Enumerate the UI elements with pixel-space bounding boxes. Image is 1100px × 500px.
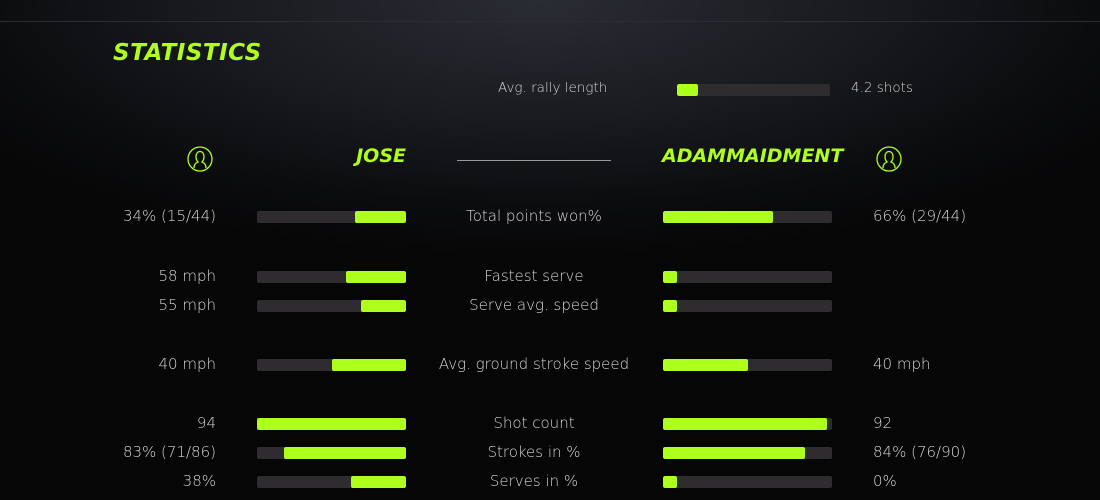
stat-name: Fastest serve: [484, 267, 584, 285]
left-bar-fill: [283, 447, 406, 459]
left-value: 40 mph: [158, 355, 217, 373]
right-value: 92: [873, 414, 893, 432]
left-bar: [257, 211, 406, 223]
right-bar-fill: [663, 476, 677, 488]
left-value: 83% (71/86): [122, 443, 216, 461]
user-circle-icon: [187, 146, 213, 172]
right-bar-fill: [663, 300, 677, 312]
left-bar-fill: [331, 359, 406, 371]
right-bar: [663, 211, 832, 223]
left-bar: [257, 359, 406, 371]
right-bar: [663, 447, 832, 459]
right-bar: [663, 300, 832, 312]
user-circle-icon: [876, 146, 902, 172]
left-bar: [257, 476, 406, 488]
left-value: 55 mph: [158, 296, 217, 314]
stat-name: Strokes in %: [487, 443, 581, 461]
left-value: 34% (15/44): [122, 207, 216, 225]
left-player-name: JOSE: [356, 145, 406, 167]
stat-name: Serve avg. speed: [469, 296, 599, 314]
right-bar: [663, 418, 832, 430]
top-divider: [0, 21, 1100, 22]
right-player-name: ADAMMAIDMENT: [662, 145, 844, 167]
page-title: STATISTICS: [113, 40, 262, 66]
left-bar: [257, 447, 406, 459]
left-bar: [257, 300, 406, 312]
left-bar: [257, 271, 406, 283]
header-divider: [457, 160, 611, 161]
left-bar-fill: [346, 271, 406, 283]
left-bar-fill: [257, 418, 406, 430]
rally-length-label: Avg. rally length: [498, 80, 608, 96]
left-value: 38%: [182, 472, 216, 490]
stat-name: Total points won%: [466, 207, 602, 225]
left-value: 58 mph: [158, 267, 217, 285]
right-bar-fill: [663, 418, 827, 430]
right-bar-fill: [663, 271, 677, 283]
right-value: 40 mph: [873, 355, 931, 373]
right-bar: [663, 359, 832, 371]
left-bar: [257, 418, 406, 430]
right-bar-fill: [663, 447, 805, 459]
left-bar-fill: [350, 476, 406, 488]
right-bar: [663, 476, 832, 488]
right-bar: [663, 271, 832, 283]
right-bar-fill: [663, 359, 748, 371]
stat-name: Serves in %: [489, 472, 579, 490]
right-value: 84% (76/90): [873, 443, 967, 461]
rally-length-value: 4.2 shots: [851, 80, 913, 96]
right-bar-fill: [663, 211, 773, 223]
right-value: 66% (29/44): [873, 207, 967, 225]
left-value: 94: [196, 414, 216, 432]
rally-length-bar: [677, 84, 830, 96]
left-bar-fill: [361, 300, 406, 312]
rally-length-fill: [677, 84, 699, 96]
stat-name: Avg. ground stroke speed: [438, 355, 630, 373]
left-bar-fill: [355, 211, 406, 223]
stat-name: Shot count: [493, 414, 575, 432]
right-value: 0%: [873, 472, 897, 490]
